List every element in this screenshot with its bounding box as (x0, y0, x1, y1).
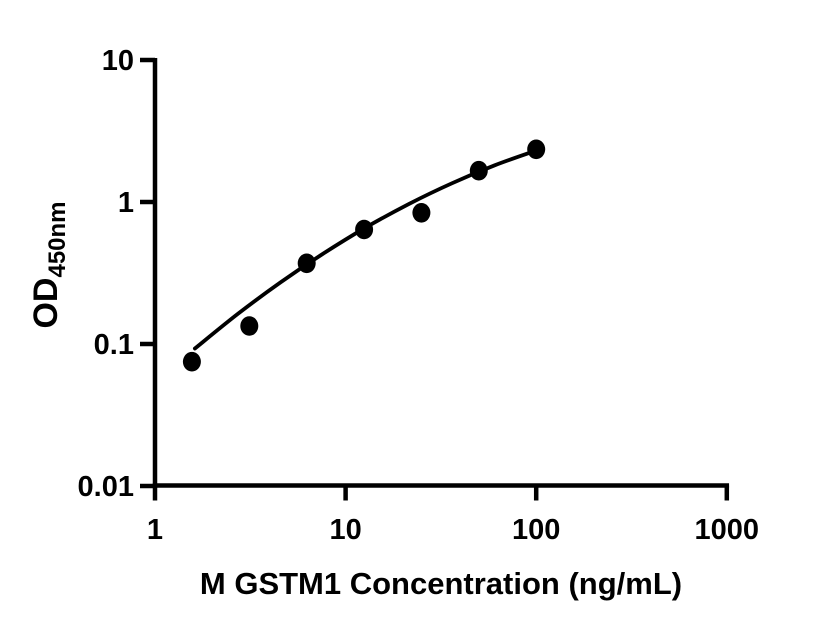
axes-layer: 10 1 0.1 0.01 1 10 100 1000 (78, 45, 760, 546)
x-tick-label: 10 (329, 514, 361, 546)
y-axis-title-main: OD (27, 278, 65, 329)
y-tick-label: 1 (118, 187, 134, 219)
x-tick-label: 1 (147, 514, 163, 546)
x-tick-label: 1000 (695, 514, 760, 546)
x-axis-title: M GSTM1 Concentration (ng/mL) (200, 566, 682, 601)
x-tick-label: 100 (512, 514, 560, 546)
y-tick-label: 10 (102, 45, 134, 77)
data-point (527, 139, 546, 160)
y-tick-label: 0.1 (94, 329, 134, 361)
y-tick-label: 0.01 (78, 471, 134, 503)
y-axis-title: OD450nm (27, 201, 71, 328)
series-layer (182, 139, 546, 372)
data-point (182, 351, 201, 372)
data-point (355, 219, 374, 240)
y-axis-title-subscript: 450nm (44, 201, 71, 277)
data-point (469, 160, 488, 181)
data-point (240, 316, 259, 336)
data-point (297, 253, 316, 274)
data-point (412, 203, 431, 223)
